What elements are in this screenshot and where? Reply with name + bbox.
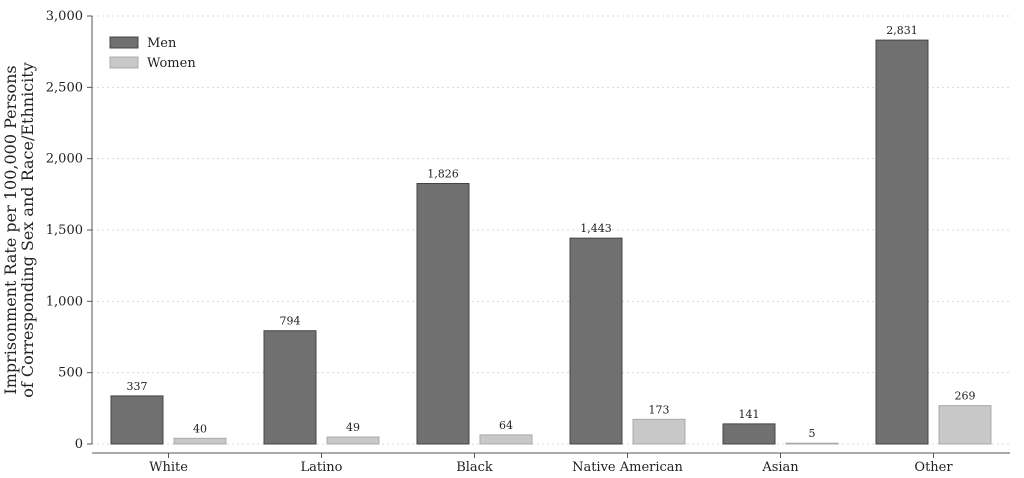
data-label: 5 bbox=[809, 427, 816, 440]
legend-label-women: Women bbox=[147, 56, 196, 71]
data-label: 1,443 bbox=[580, 222, 612, 235]
y-tick-labels: 0 500 1,000 1,500 2,000 2,500 3,000 bbox=[46, 9, 83, 452]
category-label: Black bbox=[456, 460, 493, 475]
y-axis-title: Imprisonment Rate per 100,000 Persons of… bbox=[1, 62, 37, 398]
legend: Men Women bbox=[109, 36, 196, 71]
category-label: Native American bbox=[572, 460, 683, 475]
data-label: 269 bbox=[955, 390, 976, 403]
data-label: 2,831 bbox=[886, 24, 918, 37]
category-label: Asian bbox=[761, 460, 799, 475]
y-axis-title-line-2: of Corresponding Sex and Race/Ethnicity bbox=[18, 62, 37, 398]
bar-men-black bbox=[416, 182, 470, 445]
data-label: 64 bbox=[499, 419, 513, 432]
bar-women-white bbox=[173, 437, 227, 445]
y-tick-label: 1,500 bbox=[46, 223, 83, 238]
y-tick-label: 0 bbox=[75, 437, 83, 452]
bar-men-other bbox=[875, 39, 929, 445]
bar-women-other bbox=[938, 405, 992, 445]
bars bbox=[110, 39, 992, 445]
legend-label-men: Men bbox=[147, 36, 177, 51]
legend-swatch-men bbox=[109, 36, 139, 49]
data-label: 1,826 bbox=[427, 167, 459, 180]
data-label: 141 bbox=[739, 408, 760, 421]
category-label: Other bbox=[914, 460, 953, 475]
y-tick-label: 1,000 bbox=[46, 294, 83, 309]
bar-women-latino bbox=[326, 436, 380, 445]
category-labels: White Latino Black Native American Asian Othe… bbox=[149, 460, 953, 475]
legend-swatch-women bbox=[109, 56, 139, 69]
bar-men-white bbox=[110, 395, 164, 445]
data-label: 794 bbox=[280, 315, 301, 328]
y-tick-label: 3,000 bbox=[46, 9, 83, 24]
bar-men-latino bbox=[263, 330, 317, 445]
y-tick-label: 500 bbox=[58, 366, 83, 381]
data-label: 40 bbox=[193, 422, 207, 435]
data-label: 49 bbox=[346, 421, 360, 434]
category-label: White bbox=[149, 460, 188, 475]
data-label: 337 bbox=[127, 380, 148, 393]
y-tick-label: 2,000 bbox=[46, 152, 83, 167]
data-labels: 337 40 794 49 1,826 64 1,443 173 141 5 2,831 269 bbox=[127, 24, 976, 440]
axes bbox=[87, 15, 1010, 458]
bar-men-asian bbox=[722, 423, 776, 445]
bar-women-black bbox=[479, 434, 533, 445]
bar-men-native-american bbox=[569, 237, 623, 445]
y-tick-label: 2,500 bbox=[46, 80, 83, 95]
gridlines bbox=[92, 15, 1010, 445]
category-label: Latino bbox=[301, 460, 343, 475]
y-axis-title-line-1: Imprisonment Rate per 100,000 Persons bbox=[1, 65, 20, 394]
data-label: 173 bbox=[649, 403, 670, 416]
bar-women-asian bbox=[785, 442, 839, 445]
bar-women-native-american bbox=[632, 418, 686, 445]
